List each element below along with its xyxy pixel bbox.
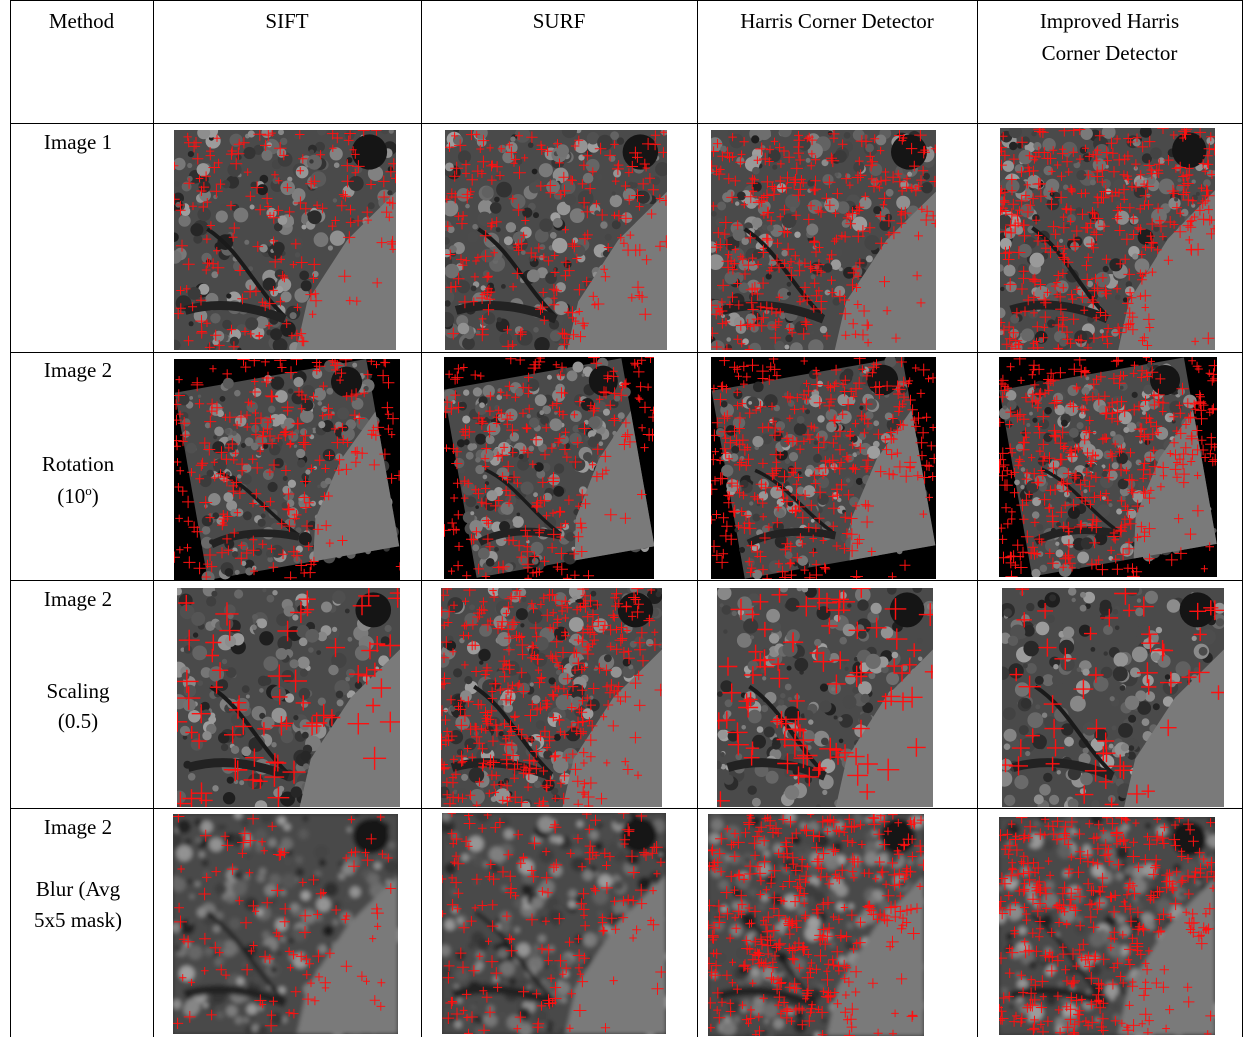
header-surf: SURF xyxy=(532,9,586,33)
header-improved-harris-line1: Improved Harris xyxy=(1039,9,1180,33)
satellite-image xyxy=(999,357,1217,577)
row4-label: Image 2 xyxy=(43,815,113,839)
keypoint-image-4-2 xyxy=(442,813,666,1034)
satellite-image xyxy=(708,814,924,1036)
satellite-image xyxy=(717,588,933,807)
keypoint-image-3-3 xyxy=(717,588,933,807)
satellite-image xyxy=(174,359,400,580)
row4-transform: Blur (Avg xyxy=(35,877,121,901)
keypoint-image-1-3 xyxy=(711,130,936,350)
satellite-image xyxy=(177,588,400,807)
keypoint-markers xyxy=(173,814,397,1033)
satellite-image xyxy=(711,357,936,579)
keypoint-markers xyxy=(999,357,1217,577)
row-divider-1 xyxy=(10,123,1243,124)
keypoint-image-3-4 xyxy=(1002,588,1224,807)
keypoint-image-3-1 xyxy=(177,588,400,807)
keypoint-image-4-1 xyxy=(173,814,398,1034)
table-divider-4 xyxy=(977,0,978,1037)
header-sift: SIFT xyxy=(265,9,309,33)
table-divider-1 xyxy=(153,0,154,1037)
keypoint-image-2-2 xyxy=(444,357,654,579)
keypoint-markers xyxy=(711,357,936,579)
keypoint-markers xyxy=(444,357,654,579)
keypoint-image-1-4 xyxy=(1000,128,1215,350)
keypoint-markers xyxy=(711,130,936,350)
keypoint-markers xyxy=(177,588,400,807)
row-divider-3 xyxy=(10,580,1243,581)
keypoint-markers xyxy=(999,817,1215,1035)
satellite-image xyxy=(442,813,666,1034)
satellite-image xyxy=(441,588,662,807)
keypoint-image-4-3 xyxy=(708,814,924,1036)
satellite-image xyxy=(445,130,667,350)
table-border-left xyxy=(10,0,11,1037)
keypoint-markers xyxy=(717,588,933,807)
table-divider-3 xyxy=(697,0,698,1037)
satellite-image xyxy=(999,817,1215,1035)
keypoint-image-2-1 xyxy=(174,359,400,580)
satellite-image xyxy=(711,130,936,350)
keypoint-markers xyxy=(1000,128,1215,350)
satellite-image xyxy=(1002,588,1224,807)
satellite-image xyxy=(1000,128,1215,350)
keypoint-image-3-2 xyxy=(441,588,662,807)
table-border-top xyxy=(10,0,1243,1)
satellite-image xyxy=(174,130,396,350)
row3-param: (0.5) xyxy=(57,709,99,733)
table-border-right xyxy=(1242,0,1243,1037)
keypoint-image-1-2 xyxy=(445,130,667,350)
keypoint-markers xyxy=(174,130,396,350)
keypoint-image-1-1 xyxy=(174,130,396,350)
keypoint-markers xyxy=(174,359,400,580)
row1-label: Image 1 xyxy=(43,130,113,154)
row3-transform: Scaling xyxy=(46,679,110,703)
keypoint-image-4-4 xyxy=(999,817,1215,1035)
keypoint-markers xyxy=(1002,588,1224,807)
row-divider-4 xyxy=(10,808,1243,809)
keypoint-markers xyxy=(441,588,662,807)
row2-label: Image 2 xyxy=(43,358,113,382)
table-divider-2 xyxy=(421,0,422,1037)
satellite-image xyxy=(444,357,654,579)
row3-label: Image 2 xyxy=(43,587,113,611)
header-improved-harris-line2: Corner Detector xyxy=(1041,41,1178,65)
keypoint-markers xyxy=(708,814,924,1036)
row2-transform: Rotation xyxy=(41,452,115,476)
keypoint-image-2-3 xyxy=(711,357,936,579)
header-method: Method xyxy=(48,9,115,33)
row2-param: (10o) xyxy=(57,483,99,508)
keypoint-image-2-4 xyxy=(999,357,1217,577)
keypoint-markers xyxy=(442,813,666,1034)
row4-param: 5x5 mask) xyxy=(33,908,123,932)
row-divider-2 xyxy=(10,352,1243,353)
satellite-image xyxy=(173,814,398,1034)
header-harris: Harris Corner Detector xyxy=(740,9,934,33)
keypoint-markers xyxy=(445,130,667,350)
